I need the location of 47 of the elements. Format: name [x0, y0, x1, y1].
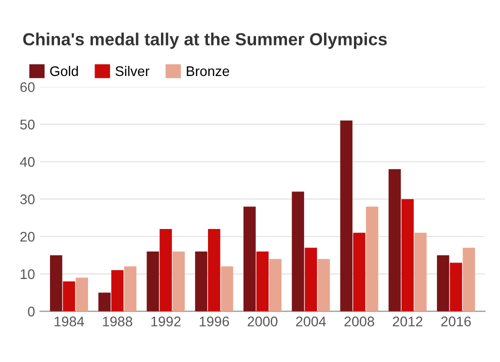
bar — [256, 251, 269, 312]
bar — [462, 248, 476, 312]
bar — [208, 229, 220, 312]
bar — [76, 278, 88, 312]
legend-label: Silver — [116, 66, 150, 76]
bar — [243, 206, 256, 312]
y-tick-label: 40 — [20, 157, 35, 167]
bar — [450, 262, 462, 312]
bar — [388, 169, 401, 312]
y-tick-label: 10 — [20, 269, 35, 280]
y-tick-label: 60 — [20, 82, 35, 92]
y-tick-label: 20 — [20, 232, 35, 242]
legend-label: Bronze — [186, 66, 230, 76]
bar — [353, 232, 366, 312]
x-tick-label: 1984 — [54, 316, 84, 326]
bar — [220, 266, 234, 312]
bar — [98, 292, 111, 312]
bar — [292, 192, 304, 312]
bar — [304, 248, 317, 312]
chart-title: China's medal tally at the Summer Olympics — [23, 32, 387, 49]
bar — [50, 255, 62, 312]
x-tick-label: 1992 — [151, 316, 181, 326]
bar — [401, 199, 414, 312]
y-tick-label: 50 — [20, 120, 35, 130]
x-tick-label: 2016 — [441, 316, 471, 326]
y-tick-label: 0 — [28, 306, 35, 316]
bar — [269, 258, 282, 312]
bar — [414, 232, 427, 312]
bar — [366, 206, 378, 312]
legend-label: Gold — [50, 66, 78, 76]
x-tick-label: 2004 — [296, 316, 326, 326]
bar — [146, 251, 159, 312]
x-tick-label: 2000 — [248, 316, 278, 326]
bar — [195, 251, 208, 312]
bar — [62, 281, 76, 312]
bar — [436, 255, 450, 312]
bar — [318, 258, 330, 312]
bar — [124, 266, 136, 312]
x-tick-label: 1988 — [103, 316, 132, 326]
x-tick-label: 2008 — [344, 316, 374, 326]
bar — [172, 251, 185, 312]
y-tick-label: 30 — [20, 194, 35, 204]
bar — [160, 229, 172, 312]
bar — [340, 120, 352, 312]
x-tick-label: 2012 — [392, 316, 422, 326]
bar — [111, 270, 124, 312]
x-tick-label: 1996 — [200, 316, 229, 326]
